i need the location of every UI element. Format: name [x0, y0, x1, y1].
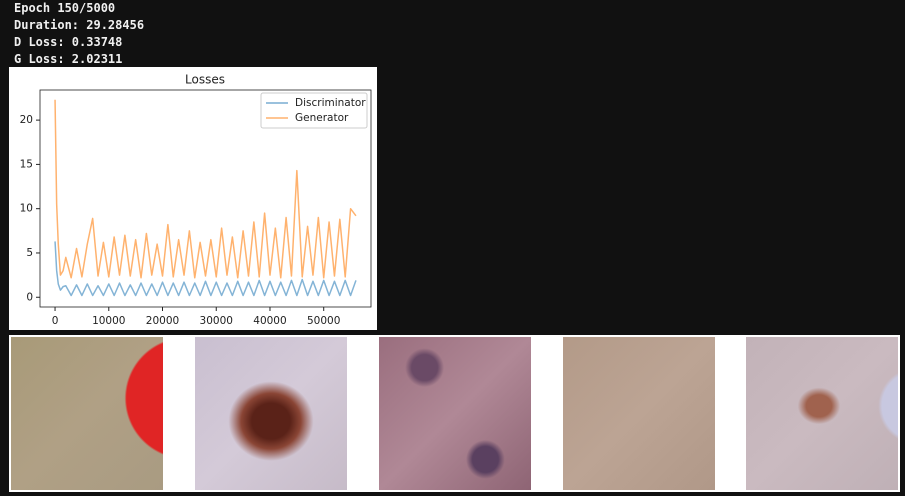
y-tick-label: 15	[20, 158, 33, 170]
chart-title: Losses	[185, 73, 225, 87]
output-line: G Loss: 2.02311	[14, 52, 123, 66]
y-tick-label: 10	[20, 203, 33, 215]
y-tick-label: 0	[26, 291, 33, 303]
y-tick-label: 20	[20, 114, 33, 126]
plot-frame	[39, 89, 372, 308]
sample-image	[195, 337, 347, 490]
x-tick-label: 40000	[253, 315, 286, 327]
x-tick-label: 10000	[92, 315, 125, 327]
output-line: D Loss: 0.33748	[14, 35, 123, 49]
sample-image	[563, 337, 715, 490]
y-tick-label: 5	[26, 247, 33, 259]
output-text: Epoch 150/5000 Duration: 29.28456 D Loss…	[14, 0, 144, 68]
legend: Discriminator Generator	[260, 92, 368, 129]
output-line: Duration: 29.28456	[14, 18, 145, 32]
legend-label: Generator	[295, 112, 349, 124]
sample-images	[9, 335, 900, 492]
series-line	[54, 99, 357, 279]
chart: Losses 0 10000 20000 30000 40000 50000 0 5 10 15 2…	[9, 67, 377, 330]
output-line: Epoch 150/5000	[14, 1, 116, 15]
series-line	[54, 241, 357, 297]
sample-image	[379, 337, 531, 490]
x-tick-label: 20000	[146, 315, 179, 327]
x-tick-label: 30000	[200, 315, 233, 327]
sample-image	[746, 337, 898, 490]
x-tick-label: 0	[52, 315, 59, 327]
sample-image	[11, 337, 163, 490]
legend-box	[260, 92, 368, 129]
legend-label: Discriminator	[295, 97, 366, 109]
x-tick-label: 50000	[307, 315, 340, 327]
